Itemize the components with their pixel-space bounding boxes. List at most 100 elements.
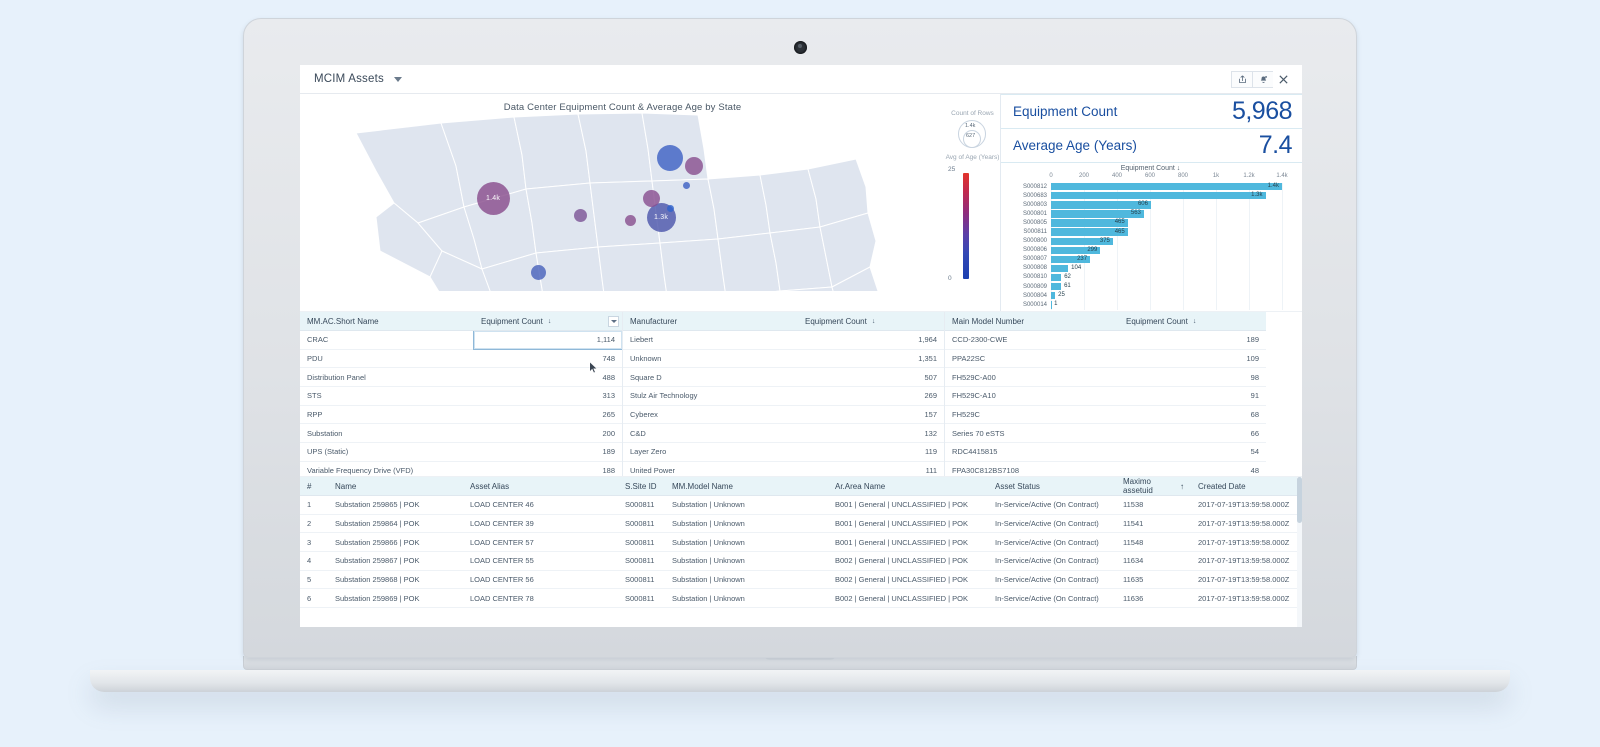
grid-cell-assetuid[interactable]: 11538 xyxy=(1123,500,1144,510)
table-cell-name[interactable]: Cyberex xyxy=(630,410,658,420)
bar[interactable] xyxy=(1051,210,1144,218)
grid-cell-assetuid[interactable]: 11634 xyxy=(1123,556,1144,566)
grid-cell-alias[interactable]: LOAD CENTER 55 xyxy=(470,556,534,566)
grid-cell-name[interactable]: Substation 259866 | POK xyxy=(335,537,420,547)
grid-cell-area[interactable]: B002 | General | UNCLASSIFIED | POK xyxy=(835,575,968,585)
table-cell-count[interactable]: 200 xyxy=(602,428,615,438)
column-header-count[interactable]: Equipment Count ↓ xyxy=(1119,312,1266,330)
table-row[interactable]: C&D 132 xyxy=(623,424,944,444)
map-bubble[interactable] xyxy=(642,189,660,207)
table-cell-count[interactable]: 313 xyxy=(602,391,615,401)
table-cell-name[interactable]: Substation xyxy=(307,428,343,438)
table-cell-count[interactable]: 189 xyxy=(1246,335,1259,345)
grid-cell-model[interactable]: Substation | Unknown xyxy=(672,556,745,566)
table-cell-count[interactable]: 132 xyxy=(924,428,937,438)
table-cell-name[interactable]: Distribution Panel xyxy=(307,372,366,382)
table-cell-count[interactable]: 119 xyxy=(925,447,937,457)
bar[interactable] xyxy=(1051,255,1091,264)
table-cell-count[interactable]: 1,964 xyxy=(918,335,937,345)
table-row[interactable]: FH529C-A00 98 xyxy=(945,368,1266,388)
column-header-name[interactable]: Manufacturer xyxy=(623,312,798,330)
map-bubble[interactable]: 1.4k xyxy=(476,181,510,215)
table-cell-name[interactable]: United Power xyxy=(630,466,676,476)
grid-cell-idx[interactable]: 6 xyxy=(307,593,312,603)
bar[interactable] xyxy=(1051,301,1052,309)
bar-chart-row[interactable]: S000804 25 xyxy=(1005,291,1296,300)
bar-chart-row[interactable]: S000807 237 xyxy=(1005,255,1296,264)
table-cell-count[interactable]: 507 xyxy=(924,372,937,382)
bar[interactable] xyxy=(1051,192,1266,200)
map-canvas[interactable]: 1.4k 1.3k xyxy=(300,112,945,299)
table-cell-name[interactable]: Layer Zero xyxy=(630,447,667,457)
bar-chart-row[interactable]: S000014 1 xyxy=(1005,300,1296,309)
grid-cell-model[interactable]: Substation | Unknown xyxy=(672,519,745,529)
grid-cell-created[interactable]: 2017-07-19T13:59:58.000Z xyxy=(1198,593,1290,603)
grid-cell-model[interactable]: Substation | Unknown xyxy=(672,500,745,510)
grid-row[interactable]: 3 Substation 259866 | POK LOAD CENTER 57 S0… xyxy=(300,533,1302,553)
close-icon[interactable] xyxy=(1273,71,1294,88)
grid-column-header-alias[interactable]: Asset Alias xyxy=(463,477,618,495)
grid-cell-site[interactable]: S000811 xyxy=(625,593,655,603)
table-cell-count[interactable]: 109 xyxy=(1246,354,1259,364)
grid-cell-name[interactable]: Substation 259868 | POK xyxy=(335,575,420,585)
grid-column-header-idx[interactable]: # xyxy=(300,477,328,495)
column-header-name[interactable]: MM.AC.Short Name xyxy=(300,312,474,330)
bar-chart-row[interactable]: S000683 1.3k xyxy=(1005,191,1296,200)
grid-cell-site[interactable]: S000811 xyxy=(625,500,655,510)
grid-cell-area[interactable]: B001 | General | UNCLASSIFIED | POK xyxy=(835,519,968,529)
table-row[interactable]: CCD-2300-CWE 189 xyxy=(945,331,1266,350)
grid-cell-area[interactable]: B001 | General | UNCLASSIFIED | POK xyxy=(835,500,968,510)
table-cell-name[interactable]: CCD-2300-CWE xyxy=(952,335,1008,345)
table-cell-name[interactable]: PPA22SC xyxy=(952,354,986,364)
table-cell-count[interactable]: 265 xyxy=(602,410,615,420)
grid-cell-assetuid[interactable]: 11548 xyxy=(1123,537,1144,547)
map-bubble[interactable] xyxy=(624,214,636,226)
table-cell-name[interactable]: PDU xyxy=(307,354,323,364)
grid-column-header-site[interactable]: S.Site ID xyxy=(618,477,665,495)
bar[interactable] xyxy=(1051,273,1062,282)
grid-column-header-assetuid[interactable]: Maximo assetuid ↑ xyxy=(1116,477,1191,495)
table-row[interactable]: PPA22SC 109 xyxy=(945,350,1266,369)
table-row[interactable]: Stulz Air Technology 269 xyxy=(623,387,944,406)
table-cell-count[interactable]: 188 xyxy=(602,466,615,476)
grid-cell-created[interactable]: 2017-07-19T13:59:58.000Z xyxy=(1198,575,1290,585)
table-row[interactable]: Liebert 1,964 xyxy=(623,331,944,350)
bar[interactable] xyxy=(1051,201,1151,209)
table-row[interactable]: FH529C 68 xyxy=(945,406,1266,425)
bar-chart-row[interactable]: S000803 606 xyxy=(1005,200,1296,209)
table-row[interactable]: Cyberex 157 xyxy=(623,406,944,425)
bar-chart-row[interactable]: S000800 375 xyxy=(1005,237,1296,246)
table-cell-name[interactable]: CRAC xyxy=(307,335,329,345)
grid-cell-created[interactable]: 2017-07-19T13:59:58.000Z xyxy=(1198,556,1290,566)
table-row[interactable]: PDU 748 xyxy=(300,350,622,369)
table-row[interactable]: RDC4415815 54 xyxy=(945,443,1266,462)
table-cell-count[interactable]: 68 xyxy=(1250,410,1259,420)
grid-cell-model[interactable]: Substation | Unknown xyxy=(672,593,745,603)
table-cell-count[interactable]: 1,114 xyxy=(473,331,622,350)
table-cell-count[interactable]: 157 xyxy=(924,410,937,420)
grid-cell-status[interactable]: In-Service/Active (On Contract) xyxy=(995,519,1099,529)
table-row[interactable]: FH529C-A10 91 xyxy=(945,387,1266,406)
table-cell-name[interactable]: FH529C-A00 xyxy=(952,372,996,382)
grid-cell-status[interactable]: In-Service/Active (On Contract) xyxy=(995,593,1099,603)
grid-row[interactable]: 6 Substation 259869 | POK LOAD CENTER 78 S0… xyxy=(300,589,1302,609)
grid-cell-status[interactable]: In-Service/Active (On Contract) xyxy=(995,556,1099,566)
table-row[interactable]: UPS (Static) 189 xyxy=(300,443,622,462)
table-cell-count[interactable]: 111 xyxy=(925,466,937,476)
table-cell-count[interactable]: 269 xyxy=(924,391,937,401)
share-icon[interactable] xyxy=(1231,70,1252,88)
table-cell-count[interactable]: 98 xyxy=(1250,372,1259,382)
table-row[interactable]: Variable Frequency Drive (VFD) 188 xyxy=(300,462,622,476)
grid-cell-assetuid[interactable]: 11635 xyxy=(1123,575,1144,585)
table-cell-count[interactable]: 1,351 xyxy=(918,354,937,364)
table-row[interactable]: United Power 111 xyxy=(623,462,944,476)
site-bar-chart[interactable]: Equipment Count ↓ 0 200 400 600 800 1k 1.2k 1.4… xyxy=(1001,163,1302,311)
grid-column-header-status[interactable]: Asset Status xyxy=(988,477,1116,495)
table-row[interactable]: STS 313 xyxy=(300,387,622,406)
bar[interactable] xyxy=(1051,246,1101,254)
table-cell-name[interactable]: STS xyxy=(307,391,322,401)
grid-cell-name[interactable]: Substation 259865 | POK xyxy=(335,500,420,510)
table-cell-name[interactable]: FPA30C812BS7108 xyxy=(952,466,1019,476)
grid-cell-idx[interactable]: 2 xyxy=(307,519,312,529)
bar-chart-row[interactable]: S000810 62 xyxy=(1005,273,1296,282)
